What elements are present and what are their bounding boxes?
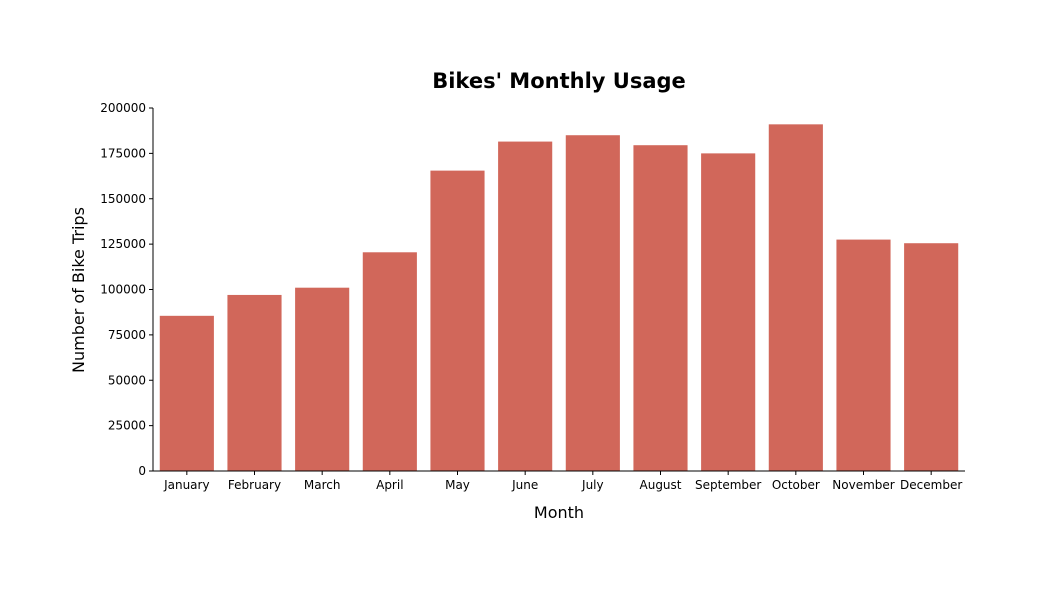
x-tick-label: May xyxy=(445,478,470,492)
bar-may xyxy=(430,170,485,471)
y-tick-label: 200000 xyxy=(100,101,146,115)
x-tick-label: November xyxy=(832,478,894,492)
bar-october xyxy=(768,124,823,471)
x-tick-label: July xyxy=(581,478,604,492)
bar-march xyxy=(295,287,350,471)
x-tick-label: June xyxy=(511,478,538,492)
bars-layer xyxy=(159,124,959,472)
bar-september xyxy=(701,153,756,472)
x-tick-label: February xyxy=(228,478,281,492)
y-tick-label: 0 xyxy=(138,464,146,478)
y-tick-label: 50000 xyxy=(108,373,146,387)
bar-june xyxy=(498,141,553,471)
y-axis-label: Number of Bike Trips xyxy=(69,207,88,373)
bar-february xyxy=(227,294,282,471)
bar-january xyxy=(159,315,214,471)
y-axis-ticks: 0 25000 50000 75000 100000 125000 150000 175000… xyxy=(100,101,153,478)
x-tick-label: April xyxy=(376,478,403,492)
x-tick-label: December xyxy=(900,478,962,492)
chart-title: Bikes' Monthly Usage xyxy=(432,69,686,93)
x-axis-ticks: January February March April May June July Augu… xyxy=(163,471,962,492)
bar-july xyxy=(565,135,620,471)
y-tick-label: 25000 xyxy=(108,419,146,433)
x-tick-label: September xyxy=(695,478,761,492)
bar-august xyxy=(633,145,688,471)
x-tick-label: March xyxy=(304,478,341,492)
x-axis-label: Month xyxy=(534,503,584,522)
bar-november xyxy=(836,239,891,471)
y-tick-label: 75000 xyxy=(108,328,146,342)
bar-april xyxy=(362,252,417,471)
y-tick-label: 175000 xyxy=(100,146,146,160)
y-tick-label: 125000 xyxy=(100,237,146,251)
x-tick-label: August xyxy=(640,478,682,492)
bar-december xyxy=(904,243,959,471)
y-tick-label: 150000 xyxy=(100,192,146,206)
x-tick-label: January xyxy=(163,478,210,492)
y-tick-label: 100000 xyxy=(100,283,146,297)
x-tick-label: October xyxy=(772,478,820,492)
